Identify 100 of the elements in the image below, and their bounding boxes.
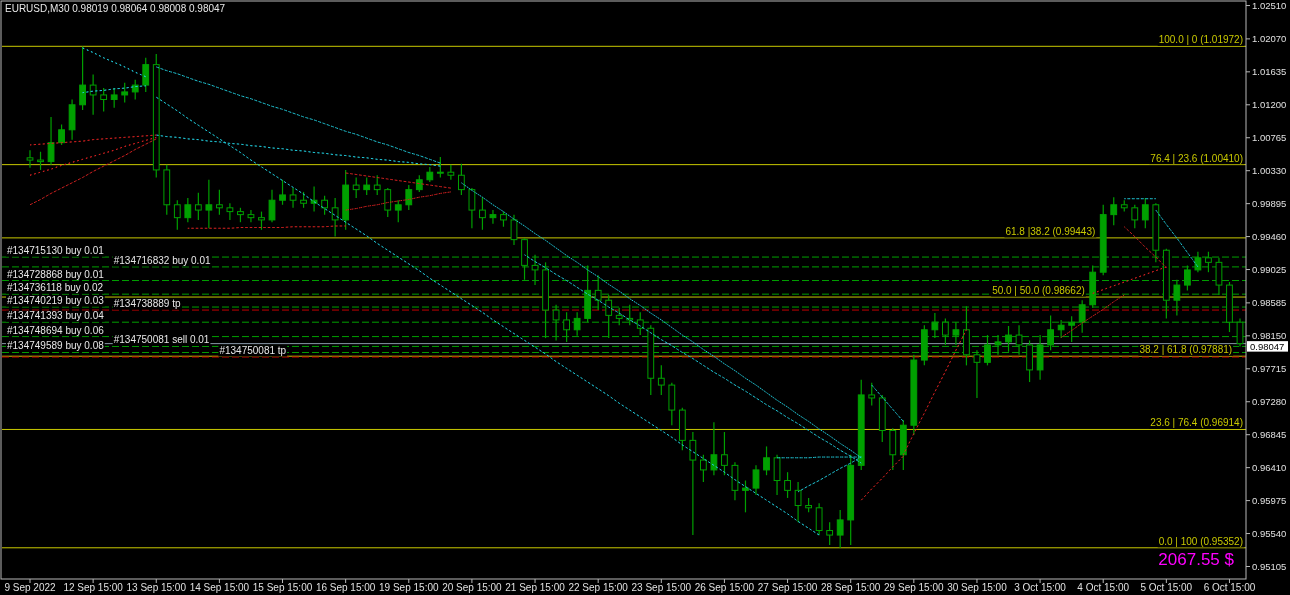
x-tick-label: 29 Sep 15:00	[884, 582, 945, 593]
candlestick	[836, 509, 844, 549]
x-tick-label: 3 Oct 15:00	[1014, 582, 1067, 593]
candlestick	[331, 197, 339, 238]
y-tick-label: 0.99025	[1252, 263, 1287, 275]
ref-line-label: #134715130 buy 0.01	[7, 245, 105, 257]
y-tick-label: 0.95975	[1252, 494, 1287, 506]
candlestick	[815, 502, 823, 536]
chart-title: EURUSD,M30 0.98019 0.98064 0.98008 0.98047	[5, 3, 226, 14]
candlestick	[447, 164, 455, 181]
y-tick-label: 0.96845	[1252, 428, 1287, 440]
annotation: 2067.55 $	[1158, 550, 1235, 569]
y-tick-label: 0.99895	[1252, 197, 1287, 209]
candlestick	[58, 123, 65, 146]
candlestick	[489, 209, 497, 225]
candlestick	[868, 382, 876, 407]
candlestick	[289, 187, 297, 209]
candlestick	[1141, 197, 1149, 229]
y-tick-label: 1.00330	[1252, 164, 1287, 176]
x-tick-label: 13 Sep 15:00	[126, 582, 187, 593]
candlestick	[47, 116, 55, 166]
candlestick	[279, 179, 286, 206]
y-tick-label: 0.98585	[1252, 296, 1287, 308]
candlestick	[794, 481, 802, 523]
y-tick-label: 1.02070	[1252, 32, 1287, 44]
candlestick	[121, 82, 129, 104]
candlestick	[131, 79, 139, 101]
candlestick	[352, 176, 360, 199]
candlestick	[226, 202, 234, 221]
candlestick	[258, 211, 265, 231]
x-tick-label: 28 Sep 15:00	[820, 582, 881, 593]
candlestick	[510, 214, 518, 246]
y-tick-label: 0.98150	[1252, 329, 1287, 341]
ref-line-label: #134736118 buy 0.02	[7, 282, 104, 294]
candlestick	[436, 156, 444, 179]
x-tick-label: 26 Sep 15:00	[694, 582, 755, 593]
ref-line-label: #134716832 buy 0.01	[113, 254, 211, 266]
candlestick	[721, 431, 728, 476]
candlestick	[1110, 196, 1118, 226]
x-tick-label: 5 Oct 15:00	[1140, 582, 1193, 593]
candlestick	[184, 197, 192, 223]
x-tick-label: 21 Sep 15:00	[505, 582, 566, 593]
x-tick-label: 19 Sep 15:00	[379, 582, 439, 593]
y-tick-label: 0.99460	[1252, 230, 1287, 242]
candlestick	[194, 192, 202, 221]
candlestick	[773, 454, 781, 496]
ref-line-label: #134749589 buy 0.08	[7, 340, 105, 352]
candlestick	[1131, 204, 1139, 229]
candlestick	[216, 189, 223, 216]
ref-line-label: 38.2 | 61.8 (0.97881)	[1139, 344, 1233, 356]
candlestick	[373, 174, 381, 196]
ref-line-label: #134728868 buy 0.01	[7, 268, 105, 280]
candlestick	[110, 87, 118, 109]
y-tick-label: 0.97715	[1252, 362, 1287, 374]
ref-line-label: 50.0 | 50.0 (0.98662)	[992, 285, 1085, 297]
candlestick	[37, 151, 44, 171]
x-tick-label: 16 Sep 15:00	[315, 582, 376, 593]
x-tick-label: 6 Oct 15:00	[1203, 582, 1256, 593]
candlestick	[100, 87, 108, 113]
candlestick	[142, 57, 150, 93]
ref-line-label: #134741393 buy 0.04	[7, 310, 105, 322]
candlestick	[321, 195, 328, 216]
x-tick-label: 14 Sep 15:00	[189, 582, 250, 593]
ref-line-label: 100.0 | 0 (1.01972)	[1158, 34, 1243, 46]
candlestick	[763, 445, 770, 476]
candlestick	[689, 431, 697, 536]
x-tick-label: 15 Sep 15:00	[252, 582, 313, 593]
candlestick	[784, 471, 791, 499]
y-tick-label: 1.01635	[1252, 65, 1287, 77]
x-tick-label: 30 Sep 15:00	[947, 582, 1008, 593]
candlestick	[742, 479, 749, 513]
candlestick	[468, 187, 476, 229]
y-tick-label: 1.01200	[1252, 98, 1287, 110]
x-tick-label: 4 Oct 15:00	[1077, 582, 1130, 593]
x-tick-label: 22 Sep 15:00	[568, 582, 629, 593]
y-tick-label: 0.95540	[1252, 527, 1287, 539]
y-tick-label: 1.02510	[1252, 0, 1287, 11]
candlestick	[479, 196, 486, 231]
candlestick	[384, 187, 392, 218]
candlestick	[394, 199, 402, 223]
ref-line-label: 0.0 | 100 (0.95352)	[1158, 535, 1243, 547]
x-tick-label: 9 Sep 2022	[4, 582, 57, 593]
candlestick	[79, 45, 86, 111]
x-tick-label: 27 Sep 15:00	[757, 582, 818, 593]
x-tick-label: 23 Sep 15:00	[631, 582, 692, 593]
candlestick	[752, 464, 760, 496]
x-tick-label: 20 Sep 15:00	[442, 582, 503, 593]
candlestick	[205, 179, 213, 229]
candlestick	[310, 186, 318, 213]
candlestick	[458, 163, 465, 196]
candlestick	[700, 454, 707, 483]
candlestick	[26, 149, 34, 169]
candlestick	[173, 199, 181, 231]
candlestick	[89, 73, 97, 116]
y-tick-label: 0.95105	[1252, 560, 1287, 572]
ref-line-label: #134748694 buy 0.06	[7, 324, 105, 336]
ref-line-label: 61.8 |38.2 (0.99443)	[1005, 225, 1096, 237]
y-tick-label: 1.00765	[1252, 131, 1287, 143]
y-tick-label: 0.97280	[1252, 395, 1287, 407]
candlestick	[268, 189, 276, 223]
